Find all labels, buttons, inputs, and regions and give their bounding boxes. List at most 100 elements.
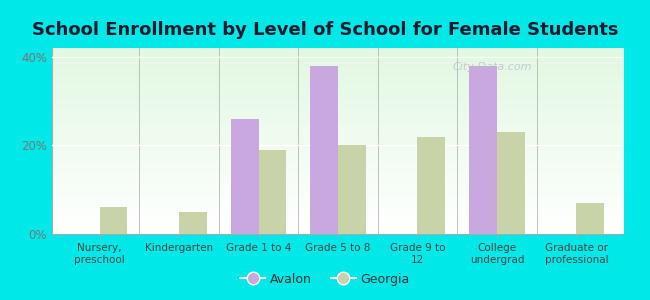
Bar [577, 203, 604, 234]
Bar [52, 223, 624, 225]
Bar [52, 150, 624, 152]
Bar [52, 188, 624, 189]
Legend: Avalon, Georgia: Avalon, Georgia [235, 268, 415, 291]
Bar [52, 98, 624, 100]
Bar [259, 150, 287, 234]
Bar [52, 165, 624, 167]
Bar [52, 147, 624, 148]
Bar [52, 225, 624, 226]
Text: School Enrollment by Level of School for Female Students: School Enrollment by Level of School for… [32, 21, 618, 39]
Bar [52, 176, 624, 178]
Bar [52, 124, 624, 126]
Bar [52, 143, 624, 145]
Bar [52, 156, 624, 158]
Bar [52, 191, 624, 193]
Bar [52, 52, 624, 54]
Bar [52, 104, 624, 106]
Bar [52, 206, 624, 208]
Bar [52, 59, 624, 61]
Bar [52, 61, 624, 63]
Bar [52, 214, 624, 215]
Bar [52, 72, 624, 74]
Bar [52, 87, 624, 89]
Bar [52, 65, 624, 67]
Bar [52, 91, 624, 93]
Bar [52, 152, 624, 154]
Bar [231, 119, 259, 234]
Bar [469, 66, 497, 234]
Bar [52, 78, 624, 80]
Bar [52, 212, 624, 214]
Bar [52, 85, 624, 87]
Bar [179, 212, 207, 234]
Bar [52, 199, 624, 200]
Bar [310, 66, 338, 234]
Bar [52, 130, 624, 132]
Bar [52, 184, 624, 186]
Bar [52, 100, 624, 102]
Bar [52, 208, 624, 210]
Bar [52, 137, 624, 139]
Bar [52, 111, 624, 113]
Bar [52, 141, 624, 143]
Bar [52, 57, 624, 59]
Bar [52, 204, 624, 206]
Bar [52, 193, 624, 195]
Bar [52, 68, 624, 70]
Bar [52, 82, 624, 83]
Bar [52, 107, 624, 110]
Bar [52, 54, 624, 56]
Bar [52, 121, 624, 122]
Bar [52, 186, 624, 188]
Bar [52, 210, 624, 212]
Bar [52, 228, 624, 230]
Bar [52, 126, 624, 128]
Bar [52, 83, 624, 85]
Bar [52, 200, 624, 202]
Bar [52, 115, 624, 117]
Bar [52, 128, 624, 130]
Bar [52, 232, 624, 234]
Bar [52, 102, 624, 104]
Bar [52, 154, 624, 156]
Bar [52, 226, 624, 228]
Bar [52, 169, 624, 171]
Bar [52, 160, 624, 161]
Bar [52, 80, 624, 82]
Bar [52, 219, 624, 221]
Bar [52, 48, 624, 50]
Bar [52, 119, 624, 121]
Bar [52, 76, 624, 78]
Bar [52, 67, 624, 68]
Bar [52, 189, 624, 191]
Bar [52, 230, 624, 232]
Bar [52, 89, 624, 91]
Bar [52, 167, 624, 169]
Bar [52, 117, 624, 119]
Bar [52, 139, 624, 141]
Bar [497, 132, 525, 234]
Bar [52, 215, 624, 217]
Bar [52, 178, 624, 180]
Bar [52, 70, 624, 72]
Bar [52, 110, 624, 111]
Bar [52, 145, 624, 147]
Bar [52, 132, 624, 134]
Bar [52, 96, 624, 98]
Bar [52, 50, 624, 52]
Bar [52, 161, 624, 163]
Bar [52, 134, 624, 135]
Bar [52, 217, 624, 219]
Bar [52, 122, 624, 124]
Bar [52, 171, 624, 172]
Bar [52, 113, 624, 115]
Bar [52, 195, 624, 197]
Bar [52, 94, 624, 96]
Bar [52, 221, 624, 223]
Bar [52, 63, 624, 65]
Bar [52, 197, 624, 199]
Bar [52, 182, 624, 184]
Bar [52, 180, 624, 182]
Bar [52, 163, 624, 165]
Bar [99, 207, 127, 234]
